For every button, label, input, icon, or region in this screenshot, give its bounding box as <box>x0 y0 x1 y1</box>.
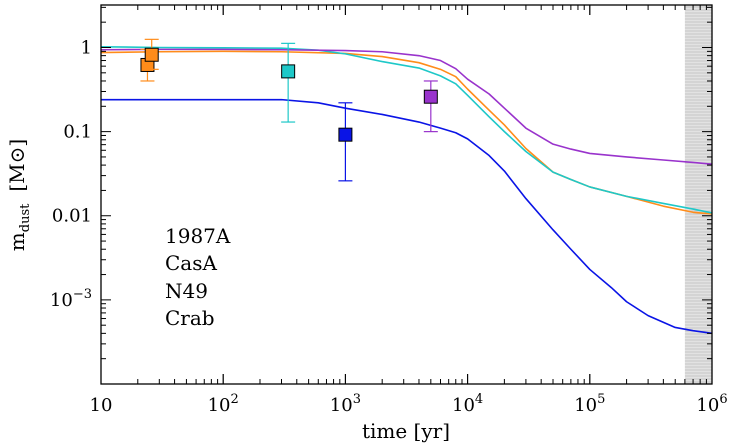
y-tick-label: 1 <box>81 37 92 58</box>
series-line-n49 <box>100 48 713 165</box>
marker-1987a <box>144 47 159 62</box>
data-markers <box>140 38 438 182</box>
shaded-region-fill <box>684 5 712 384</box>
x-tick-label: 103 <box>330 392 361 416</box>
x-tick-label: 104 <box>452 392 483 416</box>
svg-text:mdust[M⊙]: mdust [M⊙] <box>5 139 33 251</box>
series-lines <box>100 45 713 335</box>
y-axis-title-unit: [M⊙] <box>5 139 29 192</box>
legend: 1987A CasA N49 Crab <box>165 224 231 330</box>
legend-label-crab: Crab <box>165 306 215 330</box>
y-axis-title-main: m <box>5 232 29 251</box>
axis-ticks <box>100 5 713 385</box>
y-tick-label: 10−3 <box>50 287 92 311</box>
legend-label-casa: CasA <box>165 251 217 275</box>
series-line-casa <box>100 45 713 214</box>
x-tick-label: 10 <box>90 395 113 416</box>
x-tick-label: 102 <box>208 392 239 416</box>
shaded-region <box>684 5 712 384</box>
y-axis-title: mdust [M⊙] <box>5 139 33 251</box>
y-axis-title-sub: dust <box>18 203 33 232</box>
y-tick-label: 0.1 <box>63 122 92 143</box>
y-tick-label: 0.01 <box>52 206 92 227</box>
series-line-1987a <box>100 50 713 215</box>
marker-casa <box>281 64 296 79</box>
series-line-crab <box>101 98 713 335</box>
x-tick-label: 105 <box>574 392 605 416</box>
marker-n49 <box>423 89 438 104</box>
x-tick-label: 106 <box>696 392 727 416</box>
tick-labels: 10 102 103 104 105 106 10−3 0.01 0.1 1 <box>50 37 728 416</box>
marker-crab <box>338 127 353 142</box>
legend-label-1987a: 1987A <box>165 224 231 248</box>
plot-frame <box>100 4 713 385</box>
legend-label-n49: N49 <box>165 279 208 303</box>
x-axis-title: time [yr] <box>362 419 450 443</box>
